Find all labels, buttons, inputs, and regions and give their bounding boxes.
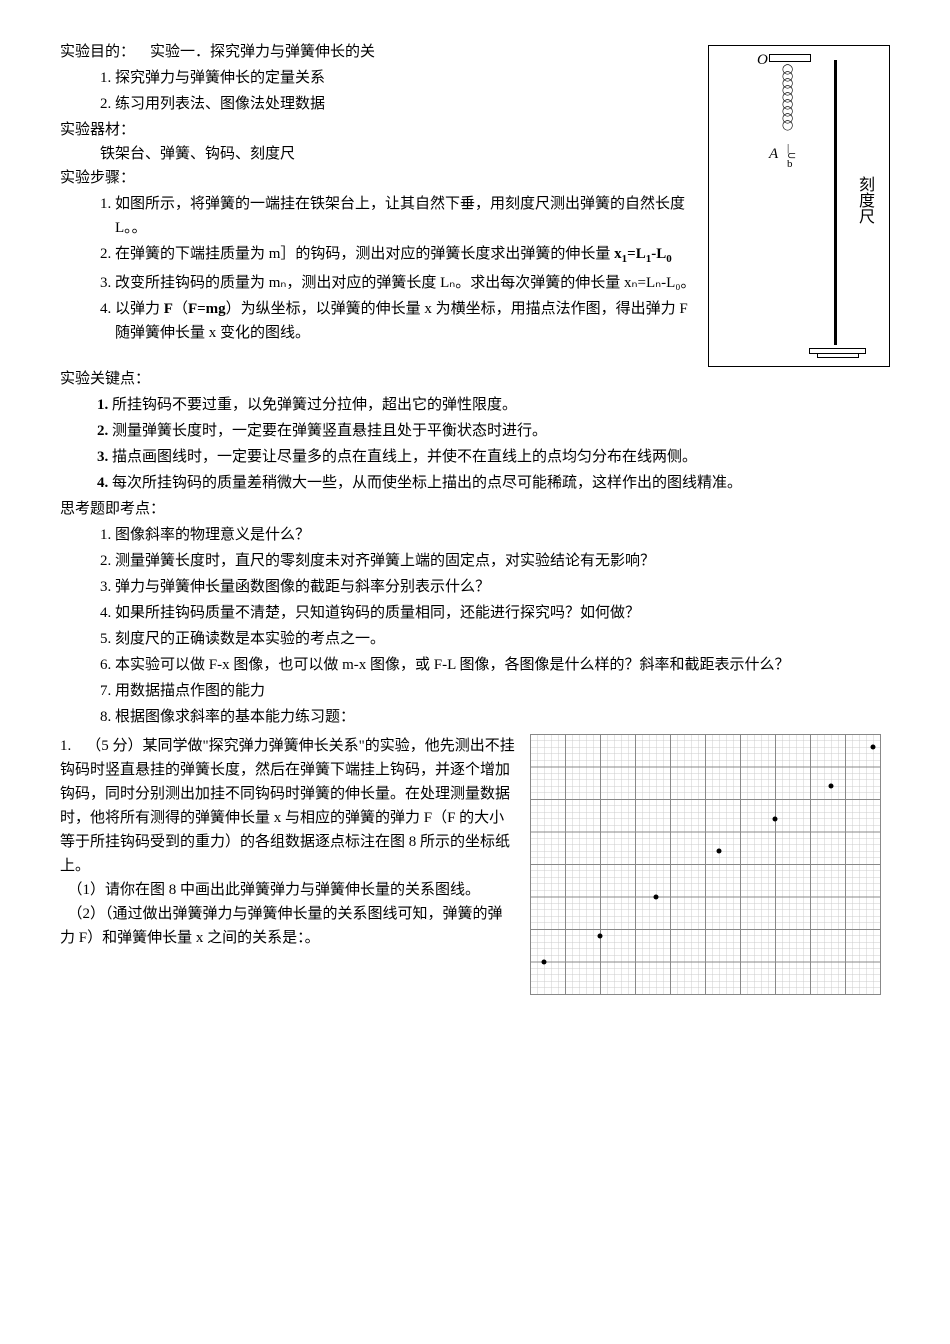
list-item: 以弹力 F（F=mg）为纵坐标，以弹簧的伸长量 x 为横坐标，用描点法作图，得出… [115,297,698,345]
o-label: O [757,48,768,72]
list-item: 探究弹力与弹簧伸长的定量关系 [115,66,698,90]
list-item: 本实验可以做 F-x 图像，也可以做 m-x 图像，或 F-L 图像，各图像是什… [115,653,890,677]
hook-icon: | ⊂ b [787,144,796,168]
data-point [829,784,834,789]
data-point [773,817,778,822]
problem-q1: （1）请你在图 8 中画出此弹簧弹力与弹簧伸长量的关系图线。 [60,878,515,902]
list-item: 3. 描点画图线时，一定要让尽量多的点在直线上，并使不在直线上的点均匀分布在线两… [97,445,890,469]
list-item: 用数据描点作图的能力 [115,679,890,703]
problem-intro: 1. （5 分）某同学做"探究弹力弹簧伸长关系"的实验，他先测出不挂钩码时竖直悬… [60,734,515,878]
list-item: 4. 每次所挂钩码的质量差稍微大一些，从而使坐标上描出的点尽可能稀疏，这样作出的… [97,471,890,495]
purpose-list: 探究弹力与弹簧伸长的定量关系 练习用列表法、图像法处理数据 [60,66,698,116]
a-label: A [769,142,778,166]
list-item: 练习用列表法、图像法处理数据 [115,92,698,116]
list-item: 弹力与弹簧伸长量函数图像的截距与斜率分别表示什么？ [115,575,890,599]
spring-icon: ◯ ◯ ◯ ◯ ◯ ◯ ◯ ◯ ◯ [782,66,792,129]
list-item: 图像斜率的物理意义是什么？ [115,523,890,547]
list-item: 如果所挂钩码质量不清楚，只知道钩码的质量相同，还能进行探究吗？如何做？ [115,601,890,625]
problem-q2: （2）（通过做出弹簧弹力与弹簧伸长量的关系图线可知，弹簧的弹力 F）和弹簧伸长量… [60,902,515,950]
purpose-label: 实验目的： [60,44,135,60]
list-item: 1. 所挂钩码不要过重，以免弹簧过分拉伸，超出它的弹性限度。 [97,393,890,417]
steps-list: 如图所示，将弹簧的一端挂在铁架台上，让其自然下垂，用刻度尺测出弹簧的自然长度 L… [60,192,698,345]
data-point [542,960,547,965]
keypoints-label: 实验关键点： [60,367,890,391]
thinking-list: 图像斜率的物理意义是什么？ 测量弹簧长度时，直尺的零刻度未对齐弹簧上端的固定点，… [60,523,890,729]
list-item: 2. 测量弹簧长度时，一定要在弹簧竖直悬挂且处于平衡状态时进行。 [97,419,890,443]
list-item: 刻度尺的正确读数是本实验的考点之一。 [115,627,890,651]
equipment-label: 实验器材： [60,118,698,142]
steps-label: 实验步骤： [60,166,698,190]
keypoints-list: 1. 所挂钩码不要过重，以免弹簧过分拉伸，超出它的弹性限度。 2. 测量弹簧长度… [60,393,890,495]
list-item: 如图所示，将弹簧的一端挂在铁架台上，让其自然下垂，用刻度尺测出弹簧的自然长度 L… [115,192,698,240]
list-item: 根据图像求斜率的基本能力练习题： [115,705,890,729]
data-point [871,745,876,750]
graph-grid [530,734,890,1014]
list-item: 改变所挂钩码的质量为 mₙ，测出对应的弹簧长度 Lₙ。求出每次弹簧的伸长量 xₙ… [115,271,698,295]
list-item: 测量弹簧长度时，直尺的零刻度未对齐弹簧上端的固定点，对实验结论有无影响？ [115,549,890,573]
data-point [654,895,659,900]
experiment-title: 实验一．探究弹力与弹簧伸长的关 [150,44,375,60]
list-item: 在弹簧的下端挂质量为 m］的钩码，测出对应的弹簧长度求出弹簧的伸长量 x1=L1… [115,242,698,269]
data-point [717,849,722,854]
thinking-label: 思考题即考点： [60,497,890,521]
equipment-text: 铁架台、弹簧、钩码、刻度尺 [60,142,698,166]
data-point [598,934,603,939]
apparatus-diagram: O ◯ ◯ ◯ ◯ ◯ ◯ ◯ ◯ ◯ A | ⊂ b 刻度尺 [708,45,890,367]
ruler-label: 刻度尺 [851,176,877,224]
